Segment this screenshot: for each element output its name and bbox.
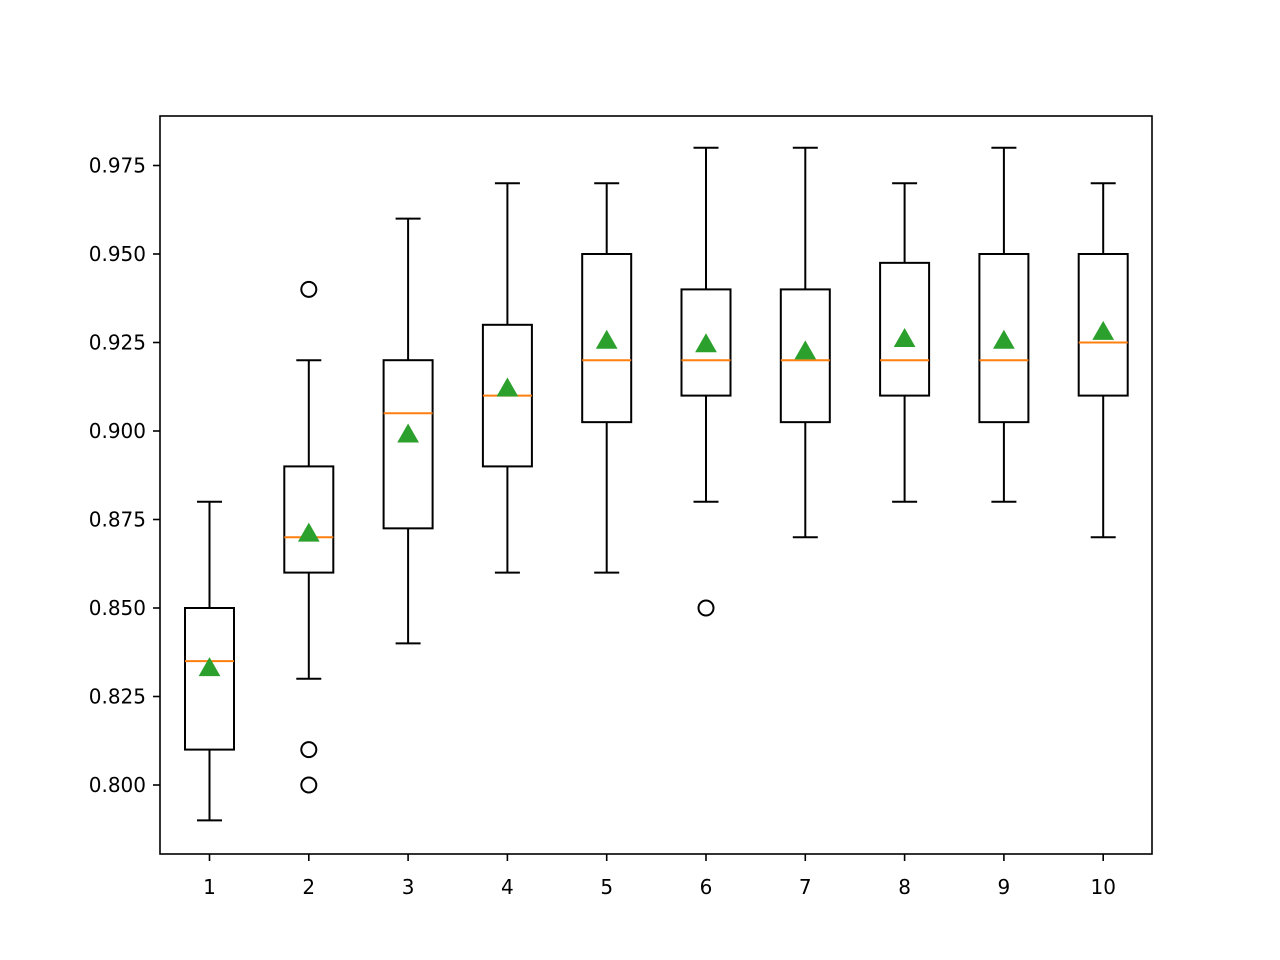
y-tick-label: 0.800 [89, 773, 146, 797]
box-group-5 [581, 182, 633, 574]
x-tick-label: 5 [600, 875, 613, 899]
mean-marker [198, 657, 221, 677]
x-tick-label: 8 [898, 875, 911, 899]
mean-marker [893, 327, 916, 347]
mean-marker [794, 340, 817, 360]
x-tick-label: 2 [302, 875, 315, 899]
x-tick-label: 9 [998, 875, 1011, 899]
mean-marker [496, 377, 519, 397]
y-tick-label: 0.950 [89, 242, 146, 266]
box-iqr [779, 288, 831, 424]
mean-marker [397, 423, 419, 443]
x-tick-label: 3 [402, 875, 415, 899]
box-iqr [283, 465, 335, 574]
box-group-3 [382, 217, 434, 645]
box-iqr [581, 253, 633, 424]
box-group-9 [978, 146, 1030, 503]
x-tick-label: 4 [501, 875, 514, 899]
y-tick-label: 0.900 [89, 419, 146, 443]
mean-marker [297, 522, 320, 542]
mean-marker [695, 333, 717, 353]
box-iqr [1077, 253, 1129, 397]
x-tick-label: 7 [799, 875, 812, 899]
y-axis: 0.800 0.825 0.850 0.875 0.900 0.925 0.950 0.975 [89, 154, 160, 797]
box-iqr [382, 359, 434, 530]
box-iqr [978, 253, 1030, 424]
y-tick-label: 0.850 [89, 596, 146, 620]
box-iqr [879, 261, 931, 397]
box-iqr [680, 288, 732, 397]
x-axis: 1 2 3 4 5 6 7 8 9 10 [203, 854, 1116, 899]
box-group-7 [779, 146, 831, 539]
x-tick-label: 6 [700, 875, 713, 899]
outlier-point [697, 599, 715, 617]
plot-layer [184, 146, 1129, 822]
box-group-6 [680, 146, 732, 617]
y-tick-label: 0.825 [89, 685, 146, 709]
outlier-point [300, 741, 318, 759]
box-group-4 [481, 182, 533, 574]
box-iqr [184, 607, 235, 751]
axes-frame [159, 115, 1153, 855]
box-group-8 [879, 182, 931, 503]
box-group-2 [283, 280, 335, 794]
box-group-10 [1077, 182, 1129, 539]
mean-marker [595, 329, 618, 349]
y-tick-label: 0.875 [89, 508, 146, 532]
x-tick-label: 10 [1090, 875, 1115, 899]
outlier-point [300, 776, 318, 794]
y-tick-label: 0.975 [89, 154, 146, 178]
box-group-1 [184, 500, 235, 822]
y-tick-label: 0.925 [89, 331, 146, 355]
mean-marker [1092, 320, 1115, 340]
outlier-point [300, 280, 318, 298]
mean-marker [993, 329, 1015, 349]
x-tick-label: 1 [203, 875, 216, 899]
